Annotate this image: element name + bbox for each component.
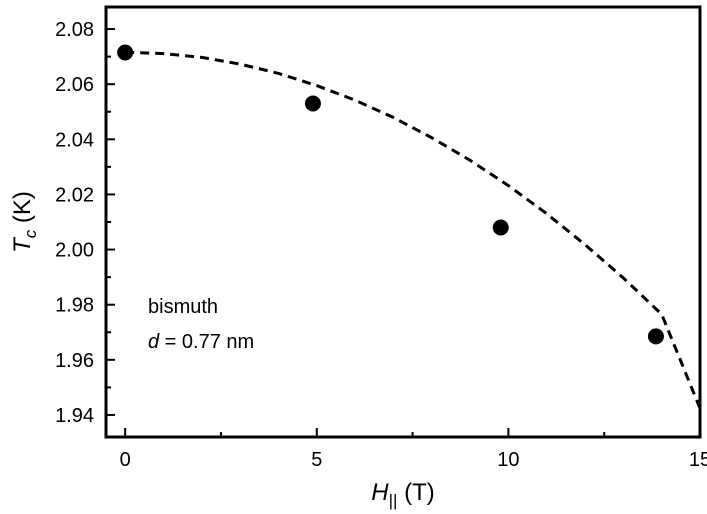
x-tick-label: 10 [497,449,519,471]
x-axis-title-subscript: || [389,491,398,510]
y-tick-label: 2.06 [55,74,94,96]
x-tick-label: 5 [311,449,322,471]
y-tick-label: 1.98 [55,295,94,317]
data-point [117,44,134,61]
x-axis-title-symbol: H [371,479,389,506]
y-axis-title-symbol: T [9,236,36,253]
data-point [304,95,321,112]
data-points [117,44,664,345]
plot-frame [104,5,702,439]
y-tick-label: 2.04 [55,129,94,151]
y-axis-title-subscript: c [21,229,40,238]
annotation-thickness-equals: = [159,331,182,353]
y-axis-title-unit: (K) [9,191,36,230]
x-axis-title: H|| (T) [371,479,435,510]
x-tick-label: 0 [120,449,131,471]
annotation-thickness-unit: nm [221,331,254,353]
annotation-thickness: d = 0.77 nm [148,331,254,353]
data-point [492,219,509,236]
y-tick-label: 2.08 [55,19,94,41]
y-tick-label: 1.94 [55,405,94,427]
x-tick-label: 15 [689,449,707,471]
data-point [647,328,664,345]
annotation-material: bismuth [148,296,218,318]
y-tick-label: 2.00 [55,240,94,262]
annotation-thickness-value: 0.77 [182,331,221,353]
fit-curve-dashed [125,50,702,409]
y-tick-label: 2.02 [55,184,94,206]
ticks-layer: 0 5 10 15 1.94 1.96 1.98 2.00 2.02 2.04 2.06 2.08 [55,19,707,471]
annotation-thickness-symbol: d [148,331,160,353]
y-axis-title: Tc (K) [9,191,40,253]
x-axis-title-unit: (T) [397,479,434,506]
y-tick-label: 1.96 [55,350,94,372]
